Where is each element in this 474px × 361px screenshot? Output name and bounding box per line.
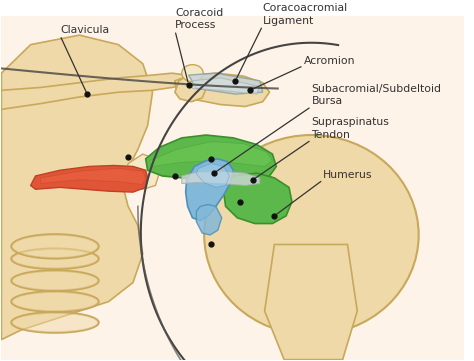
Ellipse shape (12, 313, 98, 332)
Polygon shape (264, 244, 357, 360)
Ellipse shape (204, 135, 419, 335)
Text: Subacromial/Subdeltoid
Bursa: Subacromial/Subdeltoid Bursa (311, 84, 441, 106)
Polygon shape (189, 73, 263, 94)
Polygon shape (1, 16, 464, 360)
Text: Coracoid
Process: Coracoid Process (175, 8, 223, 30)
Ellipse shape (12, 249, 98, 268)
Text: Supraspinatus
Tendon: Supraspinatus Tendon (311, 117, 389, 140)
Ellipse shape (12, 235, 98, 258)
Polygon shape (146, 135, 276, 183)
Ellipse shape (182, 65, 203, 82)
Polygon shape (196, 204, 222, 235)
Polygon shape (182, 171, 260, 186)
Polygon shape (186, 159, 233, 221)
Polygon shape (150, 142, 273, 166)
Polygon shape (126, 154, 159, 189)
Text: Clavicula: Clavicula (60, 25, 109, 35)
Polygon shape (31, 165, 147, 192)
Text: Coracoacromial
Ligament: Coracoacromial Ligament (263, 3, 348, 26)
Polygon shape (192, 78, 260, 94)
Polygon shape (175, 75, 206, 102)
Polygon shape (1, 35, 153, 340)
Ellipse shape (12, 292, 98, 311)
Polygon shape (175, 73, 270, 106)
Text: Acromion: Acromion (304, 56, 355, 66)
Polygon shape (224, 173, 292, 223)
Ellipse shape (12, 271, 98, 290)
Text: Humerus: Humerus (323, 170, 373, 180)
Polygon shape (40, 168, 146, 184)
Polygon shape (196, 164, 229, 187)
Polygon shape (1, 73, 191, 109)
